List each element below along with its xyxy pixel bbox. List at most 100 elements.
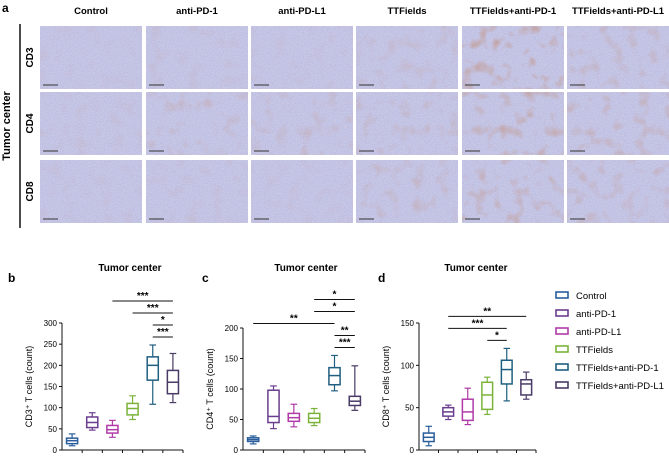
y-tick-label: 300 [44,319,58,328]
panel-a-micrographs: a Control anti-PD-1 anti-PD-L1 TTFields TTFi… [1,1,669,228]
legend-item: Control [555,291,607,302]
box-ttfields-anti-pd-1 [328,354,346,453]
y-tick-label: 150 [44,383,58,392]
tile-stain-texture [40,26,142,89]
legend-item: TTFields+anti-PD-1 [555,363,659,374]
box-control [422,425,439,453]
box-ttfields-anti-pd-1 [500,347,517,453]
tile-stain-texture [251,160,353,223]
legend-item: anti-PD-L1 [555,327,621,338]
box-anti-pd-l1 [106,419,123,453]
y-tick-label: 100 [401,361,415,370]
significance-bar: * [152,315,173,326]
panel-letter: d [378,271,385,285]
significance-label: *** [472,318,484,329]
significance-label: ** [290,313,298,324]
micrograph-tile [462,92,564,155]
micrograph-tile [146,92,248,155]
y-tick-label: 200 [225,324,239,333]
micrograph-tile [567,160,669,223]
micrograph-column-header: anti-PD-L1 [278,6,326,17]
y-tick-label: 250 [44,340,58,349]
micrograph-tile [40,26,142,89]
legend-swatch [555,309,569,317]
legend-swatch [555,327,569,335]
tile-stain-texture [146,92,248,155]
panel-letter: c [202,271,209,285]
significance-bar: ** [253,313,335,324]
chart-title: Tumor center [98,263,161,274]
micrograph-tile [251,160,353,223]
significance-bar: *** [448,318,507,329]
legend-item: TTFields+anti-PD-L1 [555,381,664,392]
y-axis-label: CD3⁺ T cells (count) [24,346,34,427]
significance-bar: *** [334,337,355,348]
micrograph-tile [462,26,564,89]
box-anti-pd-l1 [461,387,478,453]
box-iqr [146,356,160,381]
legend: Control anti-PD-1 anti-PD-L1 TTFields TTFiel… [555,291,664,392]
significance-label: *** [339,337,351,348]
legend-label: TTFields+anti-PD-L1 [576,381,664,392]
legend-item: anti-PD-1 [555,309,616,320]
significance-bar: ** [334,325,355,336]
chart-panel-d: d Tumor center CD8⁺ T cells (count) 0 50 100 1… [378,263,537,455]
tile-stain-texture [146,160,248,223]
significance-label: * [333,301,337,312]
box-ttfields-anti-pd-1 [146,344,164,453]
tile-stain-texture [356,26,458,89]
tile-stain-texture [40,92,142,155]
tile-stain-texture [462,160,564,223]
micrograph-tile [146,26,248,89]
chart-title: Tumor center [274,263,337,274]
tile-stain-texture [567,92,669,155]
y-tick-label: 0 [410,446,415,455]
box-ttfields-anti-pd-l1 [166,352,184,453]
significance-label: ** [483,306,491,317]
micrograph-tile [567,26,669,89]
y-tick-label: 200 [44,361,58,370]
micrograph-tile [356,26,458,89]
significance-label: * [333,289,337,300]
tile-stain-texture [251,92,353,155]
significance-label: * [161,315,165,326]
micrograph-tile [567,92,669,155]
y-axis-label: CD4⁺ T cells (count) [205,348,215,429]
box-iqr [481,381,494,411]
legend-label: anti-PD-1 [576,309,616,320]
micrograph-column-header: Control [74,6,108,17]
box-ttfields [126,395,144,453]
micrograph-tile [251,92,353,155]
tile-stain-texture [356,160,458,223]
box-control [65,433,83,453]
box-ttfields-anti-pd-l1 [348,365,366,453]
y-tick-label: 50 [48,425,57,434]
panel-letter: b [8,271,15,285]
tile-stain-texture [462,92,564,155]
box-anti-pd-1 [85,412,103,453]
micrograph-tile [40,92,142,155]
significance-label: *** [147,303,159,314]
y-tick-label: 50 [229,416,238,425]
box-anti-pd-1 [442,404,459,453]
tile-stain-texture [462,26,564,89]
significance-bar: * [314,301,355,312]
significance-label: * [495,330,499,341]
micrograph-tile [356,92,458,155]
significance-label: *** [137,291,149,302]
significance-label: ** [341,325,349,336]
box-iqr [461,398,474,422]
legend-label: TTFields [576,345,613,356]
chart-panel-b: b Tumor center CD3⁺ T cells (count) 0 50 100 1… [8,263,184,455]
y-tick-label: 0 [234,446,239,455]
significance-label: *** [157,327,169,338]
legend-label: anti-PD-L1 [576,327,621,338]
tile-stain-texture [567,26,669,89]
significance-bar: *** [132,303,173,314]
legend-swatch [555,291,569,299]
box-anti-pd-1 [267,385,285,453]
legend-swatch [555,381,569,389]
significance-bar: *** [152,327,173,338]
tile-stain-texture [40,160,142,223]
